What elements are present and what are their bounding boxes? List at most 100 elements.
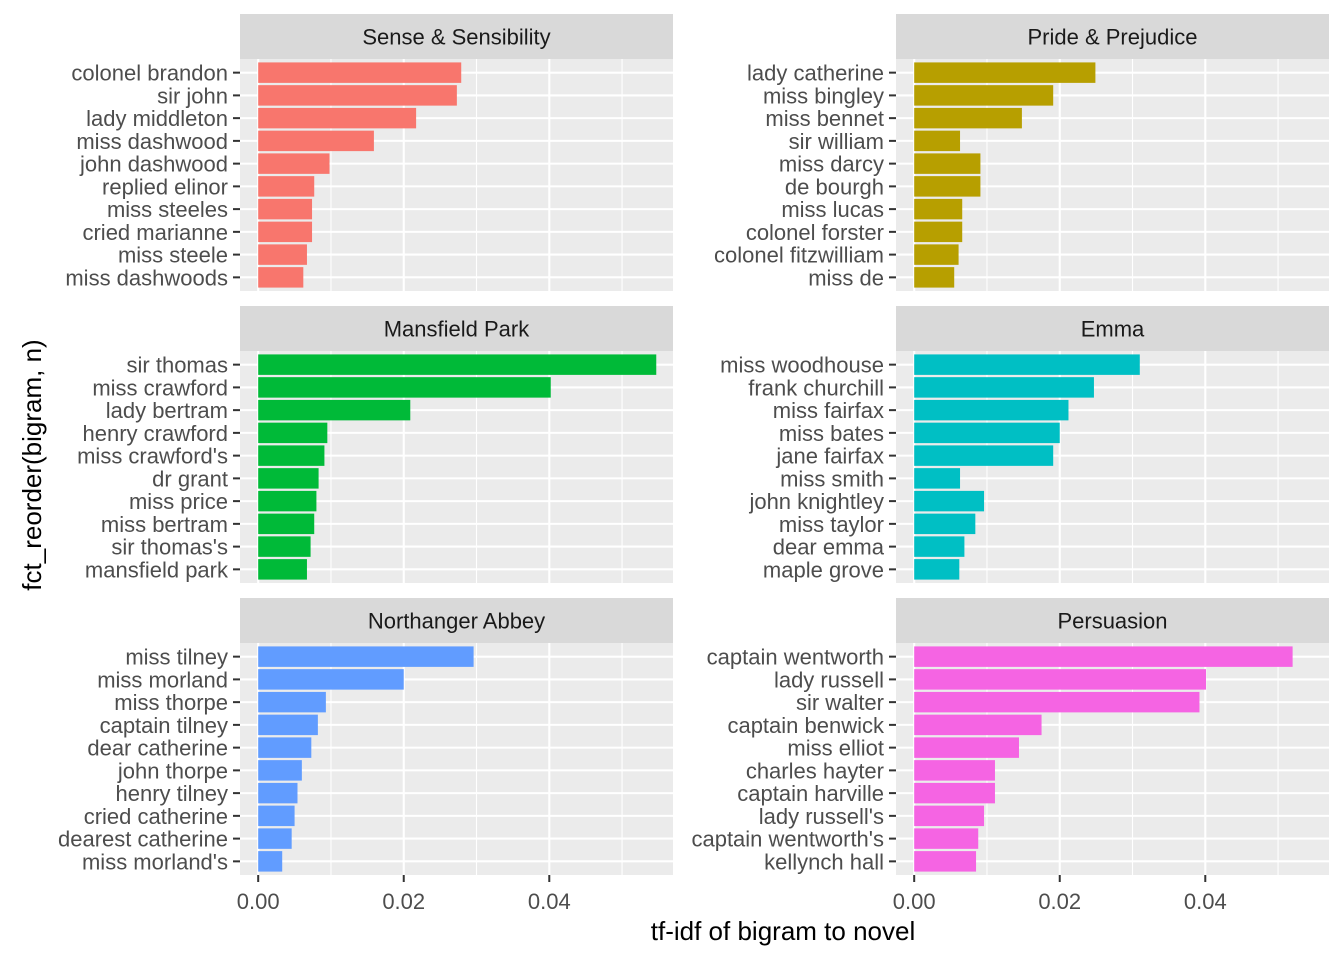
y-tick-label: captain harville: [737, 781, 884, 806]
bar: [258, 85, 457, 106]
y-tick-label: miss taylor: [779, 512, 884, 537]
y-tick-label: lady russell's: [759, 804, 884, 829]
bar: [258, 559, 307, 580]
facet-strip: [896, 598, 1329, 643]
bar: [258, 107, 417, 129]
y-tick-label: miss dashwood: [76, 129, 228, 154]
y-tick-label: miss dashwoods: [65, 265, 228, 290]
bar: [914, 198, 963, 220]
bar: [914, 851, 977, 872]
x-axis-title: tf-idf of bigram to novel: [651, 916, 915, 946]
bar: [914, 153, 981, 174]
bar: [914, 714, 1042, 736]
y-tick-label: miss lucas: [781, 197, 884, 222]
y-tick-label: miss crawford: [92, 375, 228, 400]
bar: [258, 62, 462, 83]
facet-strip: [240, 14, 673, 59]
y-tick-label: lady catherine: [747, 61, 884, 86]
bar: [914, 782, 995, 804]
y-tick-label: miss price: [129, 489, 228, 514]
facet-strip: [240, 598, 673, 643]
y-tick-label: lady russell: [774, 667, 884, 692]
facet-title: Sense & Sensibility: [362, 25, 550, 50]
bar: [914, 267, 955, 288]
y-tick-label: john dashwood: [79, 152, 228, 177]
y-tick-label: dear catherine: [87, 736, 228, 761]
y-tick-label: de bourgh: [785, 174, 884, 199]
x-tick-label: 0.02: [382, 889, 425, 914]
bar: [258, 490, 317, 512]
bar: [914, 176, 981, 197]
bar: [914, 85, 1054, 106]
y-tick-label: miss elliot: [787, 736, 884, 761]
y-tick-label: sir william: [789, 129, 884, 154]
y-tick-label: captain wentworth's: [691, 827, 884, 852]
bar: [258, 130, 374, 152]
bar: [914, 737, 1019, 758]
bar: [258, 445, 325, 466]
bar: [258, 737, 312, 758]
bar: [914, 377, 1094, 398]
y-tick-label: miss bates: [779, 421, 884, 446]
y-tick-label: sir thomas: [127, 353, 228, 378]
bar: [258, 536, 311, 557]
bar: [258, 176, 315, 197]
bar: [258, 669, 404, 690]
y-tick-label: captain wentworth: [707, 645, 884, 670]
bar: [914, 760, 995, 781]
facet-title: Persuasion: [1057, 609, 1167, 634]
bar: [258, 153, 330, 174]
y-tick-label: colonel brandon: [71, 61, 228, 86]
y-tick-label: henry crawford: [82, 421, 228, 446]
y-tick-label: miss bingley: [763, 83, 884, 108]
y-tick-label: john thorpe: [117, 758, 228, 783]
y-tick-label: dear emma: [773, 535, 885, 560]
x-tick-label: 0.02: [1038, 889, 1081, 914]
y-tick-label: kellynch hall: [764, 849, 884, 874]
bar: [914, 62, 1096, 83]
bar: [258, 714, 318, 736]
bar: [258, 422, 328, 444]
y-tick-label: lady bertram: [106, 398, 228, 423]
y-tick-label: replied elinor: [102, 174, 228, 199]
bar: [258, 646, 474, 667]
bar: [914, 669, 1207, 690]
y-tick-label: maple grove: [763, 557, 884, 582]
bar: [914, 244, 959, 265]
bar: [914, 468, 961, 489]
y-tick-label: miss thorpe: [114, 690, 228, 715]
y-axis-title: fct_reorder(bigram, n): [17, 339, 47, 590]
y-tick-label: sir thomas's: [111, 535, 228, 560]
x-tick-label: 0.00: [893, 889, 936, 914]
bar: [258, 377, 551, 398]
y-tick-label: miss bertram: [101, 512, 228, 537]
y-tick-label: miss bennet: [765, 106, 884, 131]
facet-strip: [896, 306, 1329, 351]
y-tick-label: miss darcy: [779, 152, 884, 177]
bar: [914, 805, 985, 827]
y-tick-label: miss tilney: [125, 645, 228, 670]
bar: [914, 828, 979, 849]
bar: [258, 805, 295, 827]
bar: [914, 130, 961, 152]
bar: [258, 691, 326, 713]
facet-title: Pride & Prejudice: [1028, 25, 1198, 50]
y-tick-label: miss morland: [97, 667, 228, 692]
bar: [258, 399, 411, 421]
bar: [258, 513, 315, 535]
y-tick-label: henry tilney: [115, 781, 228, 806]
y-tick-label: miss steeles: [107, 197, 228, 222]
bar: [258, 354, 657, 375]
y-tick-label: colonel fitzwilliam: [714, 243, 884, 268]
y-tick-label: sir walter: [796, 690, 884, 715]
facet-title: Emma: [1081, 317, 1145, 342]
